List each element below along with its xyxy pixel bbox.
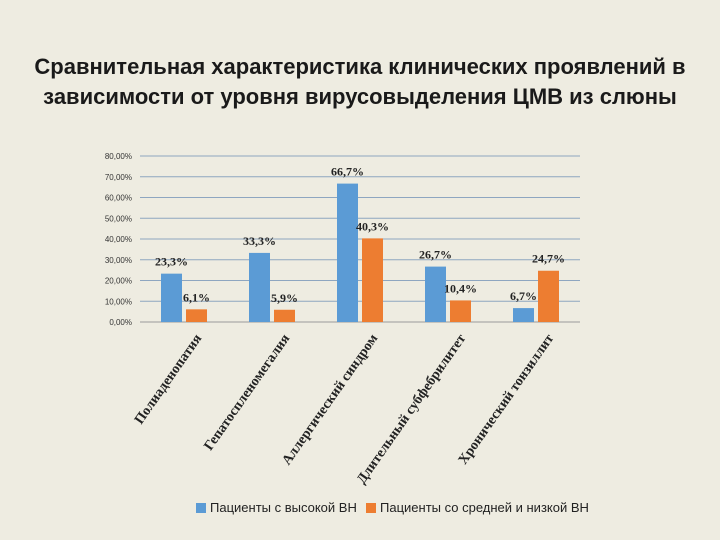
- legend-swatch: [366, 503, 376, 513]
- bar-high: [161, 273, 182, 322]
- bar-low: [538, 270, 559, 322]
- category-labels: ПолиаденопатияГепатоспленомегалияАллерги…: [132, 331, 557, 487]
- bar-low: [186, 309, 207, 322]
- data-labels: 23,3% 6,1% 33,3% 5,9% 66,7% 40,3% 26,7% 10,4% 6,…: [155, 165, 565, 305]
- y-tick-label: 30,00%: [105, 256, 132, 265]
- data-label: 6,1%: [183, 290, 210, 304]
- data-label: 33,3%: [243, 234, 276, 248]
- y-tick-label: 20,00%: [105, 277, 132, 286]
- data-label: 5,9%: [271, 291, 298, 305]
- y-tick-label: 70,00%: [105, 173, 132, 182]
- data-label: 10,4%: [444, 281, 477, 295]
- data-label: 24,7%: [532, 252, 565, 266]
- legend: Пациенты с высокой ВН Пациенты со средней…: [196, 500, 589, 515]
- bar-low: [362, 238, 383, 322]
- y-tick-label: 50,00%: [105, 214, 132, 223]
- data-label: 6,7%: [510, 289, 537, 303]
- chart-title: Сравнительная характеристика клинических…: [34, 54, 686, 109]
- category-label: Полиаденопатия: [132, 331, 205, 427]
- y-tick-label: 0,00%: [109, 318, 132, 327]
- category-label: Гепатоспленомегалия: [202, 331, 294, 453]
- y-tick-label: 40,00%: [105, 235, 132, 244]
- bar-low: [450, 300, 471, 322]
- data-label: 26,7%: [419, 248, 452, 262]
- legend-swatch: [196, 503, 206, 513]
- legend-label: Пациенты с высокой ВН: [210, 500, 357, 515]
- y-tick-label: 60,00%: [105, 194, 132, 203]
- category-label: Аллергический синдром: [280, 331, 382, 468]
- data-label: 66,7%: [331, 165, 364, 179]
- bar-high: [513, 308, 534, 322]
- grid-lines: [140, 155, 580, 323]
- bar-high: [249, 252, 270, 322]
- bar-high: [337, 183, 358, 322]
- category-label: Хронический тонзиллит: [456, 332, 557, 468]
- y-axis-ticks: 0,00% 10,00% 20,00% 30,00% 40,00% 50,00% 60,00…: [105, 152, 132, 327]
- bar-low: [274, 309, 295, 322]
- legend-label: Пациенты со средней и низкой ВН: [380, 500, 589, 515]
- y-tick-label: 80,00%: [105, 152, 132, 161]
- data-label: 40,3%: [356, 219, 389, 233]
- data-label: 23,3%: [155, 255, 188, 269]
- bar-high: [425, 266, 446, 322]
- y-tick-label: 10,00%: [105, 297, 132, 306]
- category-label: Длительный субфебрилитет: [354, 332, 469, 487]
- bars: [161, 183, 559, 322]
